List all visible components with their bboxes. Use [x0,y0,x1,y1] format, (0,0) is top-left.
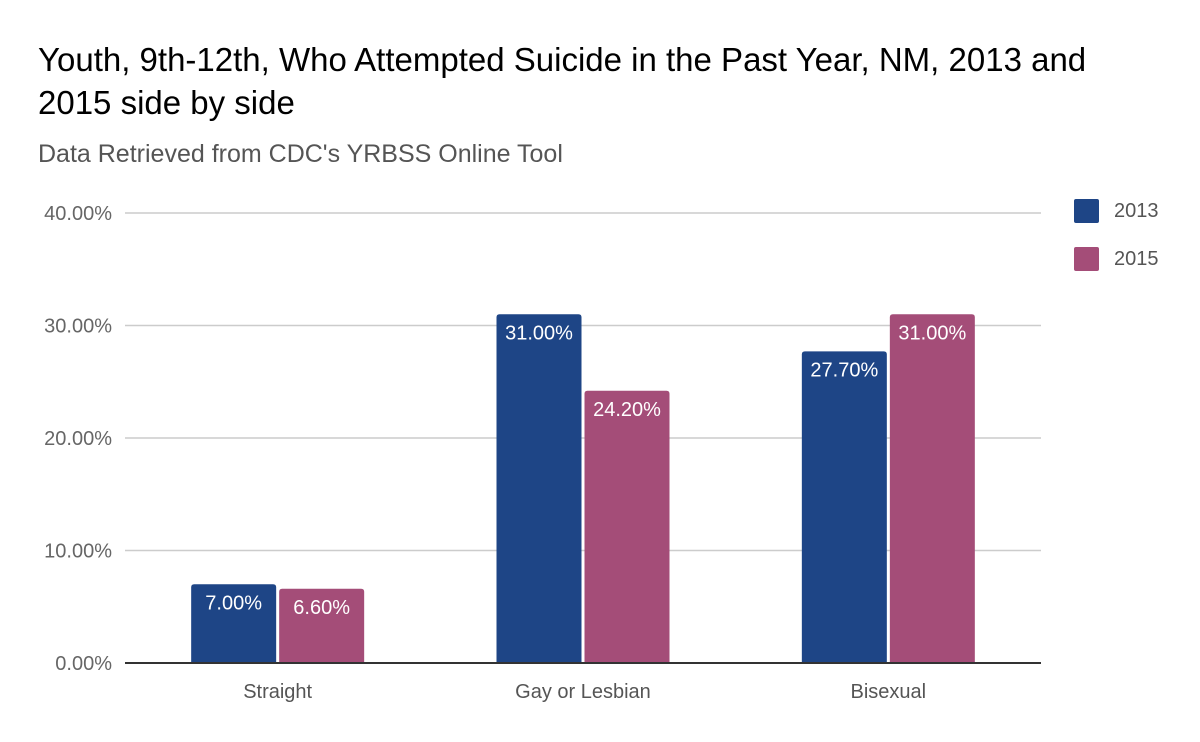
legend-item-2015: 2015 [1074,247,1159,271]
bar-2015-bisexual [889,314,975,663]
y-tick-label: 30.00% [44,316,112,338]
data-label: 27.70% [810,359,878,381]
x-tick-label: Bisexual [851,681,927,703]
y-tick-label: 0.00% [55,653,112,675]
y-tick-label: 10.00% [44,541,112,563]
y-tick-label: 40.00% [44,203,112,225]
data-label: 24.20% [593,399,661,421]
chart-subtitle: Data Retrieved from CDC's YRBSS Online T… [38,140,563,168]
data-label: 7.00% [205,592,262,614]
data-label: 31.00% [898,322,966,344]
x-tick-label: Gay or Lesbian [515,681,651,703]
bar-2013-straight [191,584,277,663]
data-label: 6.60% [293,597,350,619]
data-label: 31.00% [505,322,573,344]
bar-2013-bisexual [801,351,887,663]
legend: 2013 2015 [1074,199,1159,295]
chart-title: Youth, 9th-12th, Who Attempted Suicide i… [38,41,1087,121]
bar-2015-straight [279,588,365,663]
bar-2015-gay-or-lesbian [584,390,670,663]
bar-2013-gay-or-lesbian [496,314,582,663]
y-tick-label: 20.00% [44,428,112,450]
x-tick-label: Straight [243,681,312,703]
legend-swatch-2013 [1074,199,1099,223]
legend-swatch-2015 [1074,247,1099,271]
legend-label-2013: 2013 [1114,199,1159,222]
legend-label-2015: 2015 [1114,247,1159,270]
legend-item-2013: 2013 [1074,199,1159,223]
